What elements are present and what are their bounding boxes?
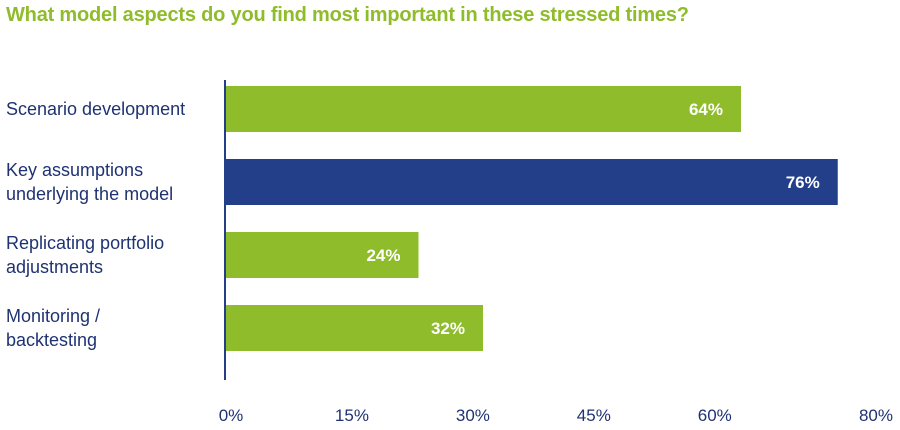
category-label-line: adjustments: [6, 257, 103, 277]
x-tick-label-5: 80%: [859, 406, 893, 425]
bar-2: [225, 232, 419, 278]
x-axis-tick-labels: 0% 15% 30% 45% 60% 80%: [219, 406, 893, 425]
category-label-line: backtesting: [6, 330, 97, 350]
category-label-3: Monitoring / backtesting: [6, 306, 100, 350]
bars: [225, 86, 838, 351]
category-label-2: Replicating portfolio adjustments: [6, 233, 164, 277]
x-tick-label-1: 15%: [335, 406, 369, 425]
category-label-line: Replicating portfolio: [6, 233, 164, 253]
chart-title: What model aspects do you find most impo…: [6, 4, 689, 26]
x-tick-label-3: 45%: [577, 406, 611, 425]
bar-3: [225, 305, 483, 351]
data-label-1: 76%: [786, 173, 820, 192]
data-labels: 64% 76% 24% 32%: [366, 100, 819, 338]
data-label-3: 32%: [431, 319, 465, 338]
category-label-line: Scenario development: [6, 99, 185, 119]
category-label-line: Monitoring /: [6, 306, 100, 326]
category-labels: Scenario development Key assumptions under…: [6, 99, 185, 350]
category-label-line: Key assumptions: [6, 160, 143, 180]
bar-0: [225, 86, 741, 132]
bar-1: [225, 159, 838, 205]
category-label-0: Scenario development: [6, 99, 185, 119]
x-tick-label-0: 0%: [219, 406, 244, 425]
x-tick-label-4: 60%: [698, 406, 732, 425]
data-label-0: 64%: [689, 100, 723, 119]
category-label-1: Key assumptions underlying the model: [6, 160, 173, 204]
x-tick-label-2: 30%: [456, 406, 490, 425]
data-label-2: 24%: [366, 246, 400, 265]
category-label-line: underlying the model: [6, 184, 173, 204]
